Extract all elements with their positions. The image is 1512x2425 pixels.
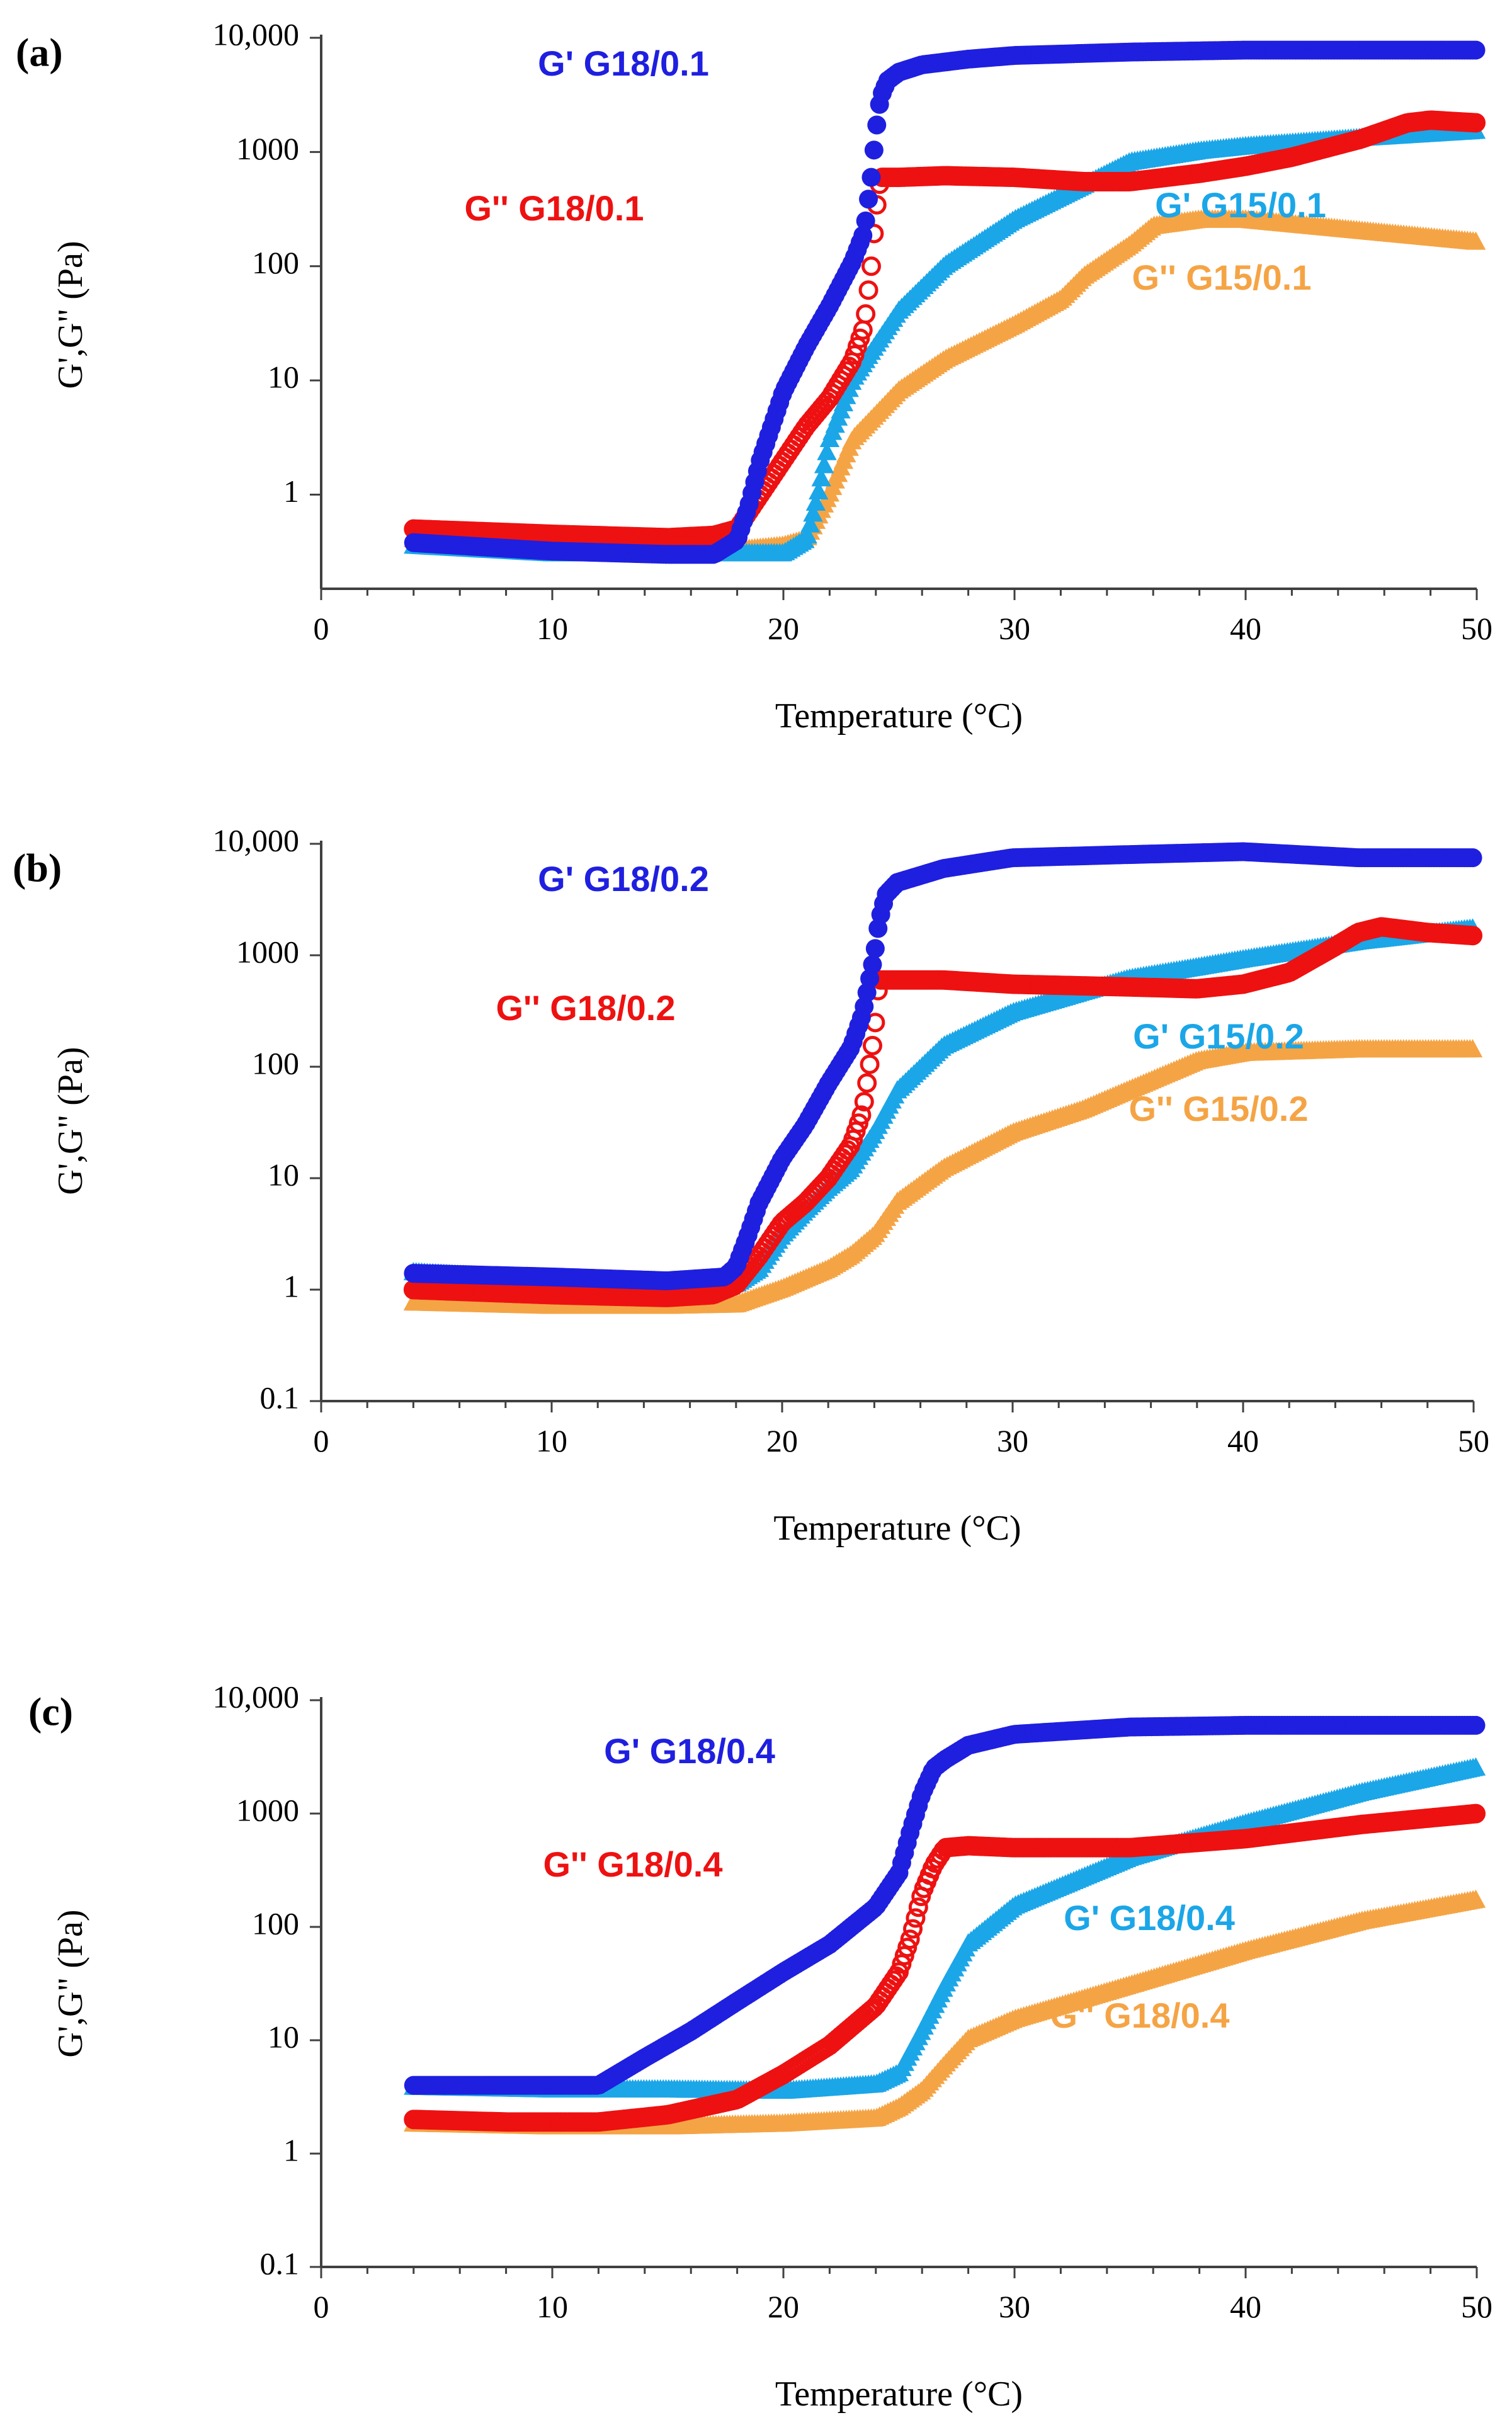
x-tick-label: 40 bbox=[1230, 2289, 1261, 2324]
data-point bbox=[863, 955, 882, 974]
data-point bbox=[805, 492, 826, 511]
x-axis-title: Temperature (°C) bbox=[775, 2375, 1023, 2414]
y-ticks: 1 10 100 1000 10,000 bbox=[213, 16, 321, 509]
data-point bbox=[1462, 1039, 1483, 1058]
x-tick-label: 50 bbox=[1461, 2289, 1492, 2324]
data-point bbox=[1466, 113, 1486, 133]
data-point bbox=[1465, 231, 1486, 250]
series-label: G' G15/0.2 bbox=[1133, 1016, 1304, 1056]
data-point bbox=[1463, 848, 1482, 868]
series-label: G'' G15/0.2 bbox=[1128, 1089, 1308, 1128]
data-point bbox=[856, 211, 875, 230]
x-tick-label: 0 bbox=[314, 2289, 329, 2324]
x-tick-label: 20 bbox=[768, 611, 799, 646]
panel-label: (b) bbox=[13, 846, 62, 890]
series-label: G' G18/0.2 bbox=[538, 859, 709, 899]
y-tick-label: 1000 bbox=[236, 1792, 299, 1827]
x-tick-label: 40 bbox=[1230, 611, 1261, 646]
chart-panel: (b) 0 10 20 30 40 50 0.1 1 10 100 1000 10,000 Tempera… bbox=[13, 822, 1489, 1548]
x-tick-label: 20 bbox=[768, 2289, 799, 2324]
data-point bbox=[858, 280, 878, 300]
y-tick-label: 1 bbox=[283, 474, 299, 509]
data-series bbox=[403, 1039, 1483, 1314]
data-point bbox=[864, 140, 884, 160]
y-tick-label: 10 bbox=[268, 360, 299, 395]
y-tick-label: 10 bbox=[268, 1157, 299, 1192]
data-point bbox=[850, 328, 870, 348]
series-label: G'' G18/0.4 bbox=[543, 1844, 722, 1884]
x-tick-label: 50 bbox=[1458, 1423, 1489, 1458]
y-tick-label: 1000 bbox=[236, 131, 299, 166]
y-tick-label: 100 bbox=[252, 1045, 299, 1081]
data-point bbox=[867, 115, 887, 135]
data-point bbox=[803, 503, 823, 522]
series-label: G' G18/0.1 bbox=[538, 43, 709, 83]
data-point bbox=[809, 480, 829, 500]
y-axis-title: G',G" (Pa) bbox=[51, 1909, 90, 2057]
chart-panel: (a) 0 10 20 30 40 50 1 10 100 1000 10,000 Temperatur… bbox=[16, 16, 1492, 735]
y-tick-label: 10,000 bbox=[213, 822, 300, 858]
x-tick-label: 20 bbox=[766, 1423, 798, 1458]
y-tick-label: 0.1 bbox=[260, 2246, 300, 2281]
data-series bbox=[404, 120, 1486, 562]
data-point bbox=[797, 525, 817, 543]
x-tick-label: 0 bbox=[314, 611, 329, 646]
x-ticks: 0 10 20 30 40 50 bbox=[314, 589, 1492, 646]
panel-label: (a) bbox=[16, 30, 63, 75]
y-axis-title: G',G" (Pa) bbox=[51, 1047, 90, 1195]
x-tick-label: 30 bbox=[997, 1423, 1028, 1458]
x-tick-label: 40 bbox=[1227, 1423, 1259, 1458]
y-tick-label: 100 bbox=[252, 245, 299, 280]
data-point bbox=[859, 190, 878, 209]
series-label: G' G18/0.4 bbox=[1064, 1898, 1235, 1938]
x-tick-label: 10 bbox=[536, 1423, 567, 1458]
data-point bbox=[817, 441, 837, 460]
series-label: G'' G18/0.2 bbox=[496, 988, 675, 1028]
x-tick-label: 10 bbox=[537, 611, 568, 646]
y-tick-label: 10,000 bbox=[213, 1679, 300, 1714]
data-point bbox=[847, 336, 867, 356]
y-tick-label: 10,000 bbox=[213, 16, 300, 52]
x-ticks: 0 10 20 30 40 50 bbox=[314, 1401, 1489, 1458]
data-point bbox=[1466, 1715, 1486, 1735]
series-label: G'' G18/0.4 bbox=[1050, 1996, 1229, 2035]
data-point bbox=[861, 256, 881, 276]
x-tick-label: 0 bbox=[314, 1423, 329, 1458]
data-point bbox=[861, 168, 881, 187]
charts-container: (a)0 10 20 30 40 50110100100010,000Temperatur… bbox=[13, 16, 1492, 2414]
data-point bbox=[853, 225, 873, 245]
y-ticks: 0.1 1 10 100 1000 10,000 bbox=[213, 822, 321, 1415]
data-series bbox=[404, 110, 1486, 548]
data-point bbox=[800, 514, 821, 533]
data-point bbox=[814, 455, 834, 474]
x-axis-title: Temperature (°C) bbox=[773, 1509, 1021, 1548]
series-label: G'' G18/0.1 bbox=[464, 188, 644, 228]
y-tick-label: 100 bbox=[252, 1905, 299, 1941]
x-axis-title: Temperature (°C) bbox=[775, 696, 1023, 735]
series-label: G' G15/0.1 bbox=[1155, 185, 1326, 225]
y-tick-label: 1 bbox=[283, 2132, 299, 2167]
data-point bbox=[844, 344, 865, 365]
y-tick-label: 1 bbox=[283, 1268, 299, 1303]
data-series bbox=[404, 40, 1486, 564]
data-point bbox=[811, 468, 831, 487]
data-point bbox=[1466, 40, 1486, 60]
y-tick-label: 0.1 bbox=[260, 1380, 300, 1415]
x-tick-label: 50 bbox=[1461, 611, 1492, 646]
data-point bbox=[865, 939, 885, 958]
y-tick-label: 1000 bbox=[236, 934, 299, 969]
x-tick-label: 30 bbox=[999, 2289, 1030, 2324]
data-point bbox=[856, 304, 876, 324]
x-tick-label: 10 bbox=[537, 2289, 568, 2324]
panel-label: (c) bbox=[28, 1690, 73, 1734]
x-tick-label: 30 bbox=[999, 611, 1030, 646]
series-label: G'' G15/0.1 bbox=[1132, 258, 1311, 297]
y-axis-title: G',G" (Pa) bbox=[51, 241, 90, 389]
series-label: G' G18/0.4 bbox=[604, 1731, 775, 1771]
y-tick-label: 10 bbox=[268, 2019, 299, 2054]
